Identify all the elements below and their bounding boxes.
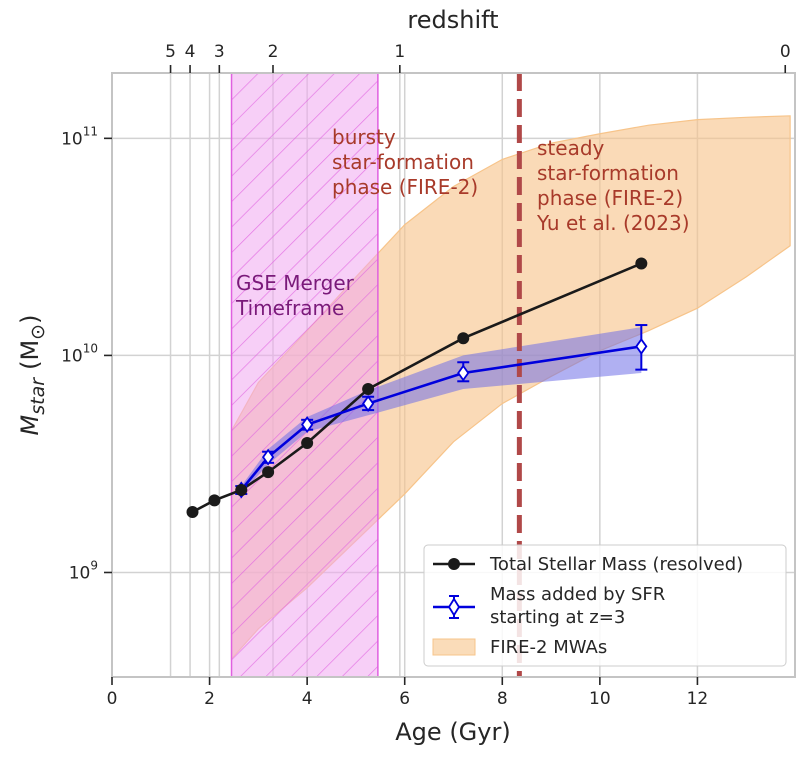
x-tick-label-3: 6 bbox=[399, 689, 410, 709]
top-tick-label-5: 0 bbox=[780, 42, 791, 62]
svg-text:Timeframe: Timeframe bbox=[235, 296, 344, 320]
legend-box bbox=[423, 544, 787, 667]
top-tick-label-2: 3 bbox=[214, 42, 225, 62]
total-mass-point-3 bbox=[262, 466, 275, 479]
sfr-point-4 bbox=[457, 364, 470, 382]
svg-text:FIRE-2 MWAs: FIRE-2 MWAs bbox=[490, 637, 607, 658]
top-tick-label-3: 2 bbox=[268, 42, 279, 62]
y-tick-label-1: 1010 bbox=[61, 341, 98, 366]
sfr-point-3 bbox=[362, 395, 375, 413]
svg-text:star-formation: star-formation bbox=[537, 161, 679, 185]
plot-frame bbox=[111, 72, 796, 678]
gse-annotation: GSE Merger Timeframe bbox=[235, 271, 355, 320]
top-tick-label-1: 4 bbox=[185, 42, 196, 62]
y-tick-label-0: 109 bbox=[69, 558, 98, 583]
sfr-point-2 bbox=[301, 416, 314, 434]
sfr-point-5 bbox=[635, 337, 648, 355]
svg-text:phase (FIRE-2): phase (FIRE-2) bbox=[332, 175, 478, 199]
legend-item-total: Total Stellar Mass (resolved) bbox=[433, 554, 743, 575]
top-axis-title: redshift bbox=[407, 6, 498, 34]
steady-annotation: steady star-formation phase (FIRE-2) Yu … bbox=[536, 136, 690, 235]
x-tick-label-1: 2 bbox=[204, 689, 215, 709]
sfr-band-layer bbox=[241, 327, 642, 494]
x-tick-label-5: 10 bbox=[589, 689, 611, 709]
x-tick-label-4: 8 bbox=[497, 689, 508, 709]
legend: Total Stellar Mass (resolved) Mass added… bbox=[423, 544, 787, 667]
svg-text:bursty: bursty bbox=[332, 125, 396, 149]
total-mass-point-2 bbox=[235, 483, 248, 496]
svg-text:starting at z=3: starting at z=3 bbox=[490, 607, 625, 628]
total-mass-point-7 bbox=[635, 257, 648, 270]
y-tick-label-2: 1011 bbox=[61, 124, 98, 149]
svg-text:GSE Merger: GSE Merger bbox=[236, 271, 355, 295]
svg-text:Mstar(M⊙): Mstar(M⊙) bbox=[16, 315, 49, 436]
frame-layer bbox=[111, 72, 796, 678]
x-axis-title: Age (Gyr) bbox=[395, 718, 510, 746]
series-layer bbox=[186, 257, 648, 518]
svg-text:phase (FIRE-2): phase (FIRE-2) bbox=[537, 186, 683, 210]
total-mass-point-0 bbox=[186, 505, 199, 518]
x-tick-label-0: 0 bbox=[107, 689, 118, 709]
legend-item-sfr: Mass added by SFR starting at z=3 bbox=[433, 584, 665, 628]
gse-span-layer bbox=[230, 73, 379, 677]
top-tick-label-4: 1 bbox=[394, 42, 405, 62]
gse-span-hatch bbox=[231, 73, 378, 677]
total-mass-point-4 bbox=[301, 436, 314, 449]
y-axis-title: Mstar(M⊙) bbox=[16, 315, 49, 436]
svg-text:Total Stellar Mass (resolved): Total Stellar Mass (resolved) bbox=[489, 554, 743, 575]
bursty-annotation: bursty star-formation phase (FIRE-2) bbox=[332, 125, 478, 199]
sfr-band bbox=[241, 327, 642, 494]
svg-text:star-formation: star-formation bbox=[332, 150, 474, 174]
sfr-point-1 bbox=[262, 448, 275, 466]
top-tick-label-0: 5 bbox=[165, 42, 176, 62]
x-tick-label-2: 4 bbox=[302, 689, 313, 709]
x-tick-label-6: 12 bbox=[687, 689, 709, 709]
svg-text:Yu et al. (2023): Yu et al. (2023) bbox=[536, 211, 690, 235]
total-mass-point-1 bbox=[208, 494, 221, 507]
legend-item-fire: FIRE-2 MWAs bbox=[432, 637, 607, 658]
svg-text:Mass added by SFR: Mass added by SFR bbox=[490, 584, 665, 605]
total-mass-point-6 bbox=[457, 332, 470, 345]
svg-text:steady: steady bbox=[537, 136, 605, 160]
total-mass-point-5 bbox=[362, 383, 375, 396]
